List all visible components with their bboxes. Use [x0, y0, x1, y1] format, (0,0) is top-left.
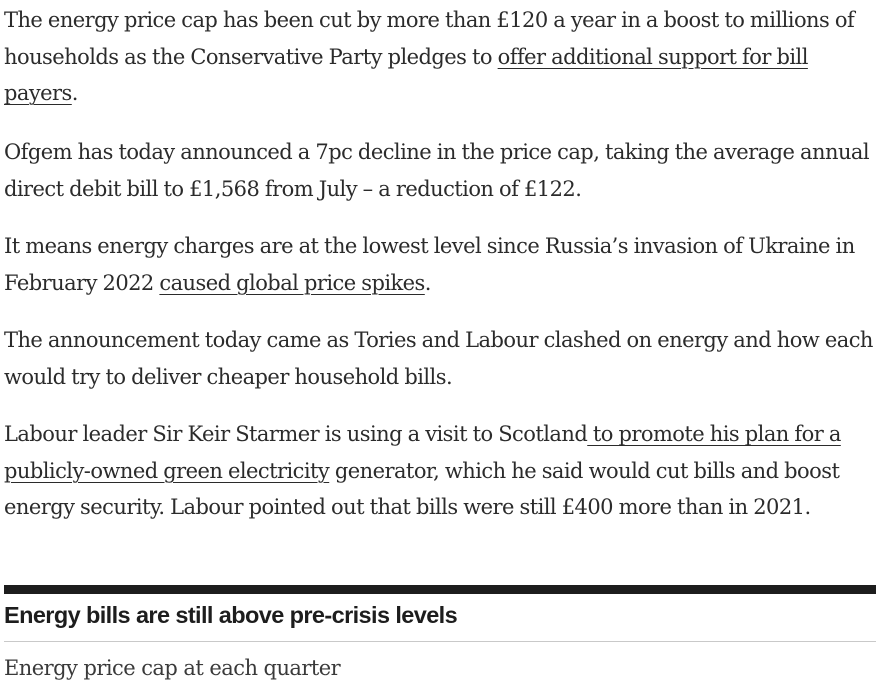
- paragraph-text: generator, which he said would cut bills…: [4, 458, 840, 520]
- paragraph-lowest-level: It means energy charges are at the lowes…: [4, 228, 876, 301]
- global-price-spikes-link[interactable]: caused global price spikes: [159, 270, 425, 295]
- paragraph-text: It means energy charges are at the lowes…: [4, 234, 855, 295]
- paragraph-text: .: [424, 270, 432, 295]
- chart-title: Energy bills are still above pre-crisis …: [4, 602, 458, 628]
- chart-divider: [4, 641, 876, 642]
- paragraph-ofgem-announcement: Ofgem has today announced a 7pc decline …: [4, 140, 870, 201]
- paragraph-price-cap-cut: The energy price cap has been cut by mor…: [4, 2, 876, 112]
- paragraph-text: .: [71, 81, 79, 105]
- paragraph-tories-labour-clash: The announcement today came as Tories an…: [4, 328, 873, 389]
- chart-top-rule: [4, 585, 876, 594]
- support-bill-payers-link[interactable]: offer additional support for bill payers: [4, 44, 808, 106]
- paragraph-text: Labour leader Sir Keir Starmer is using …: [4, 422, 588, 446]
- paragraph-text: The energy price cap has been cut by mor…: [4, 8, 855, 69]
- chart-subtitle: Energy price cap at each quarter: [4, 656, 341, 680]
- green-electricity-plan-link[interactable]: to promote his plan for a publicly-owned…: [4, 422, 841, 483]
- paragraph-labour-plan: Labour leader Sir Keir Starmer is using …: [4, 416, 876, 526]
